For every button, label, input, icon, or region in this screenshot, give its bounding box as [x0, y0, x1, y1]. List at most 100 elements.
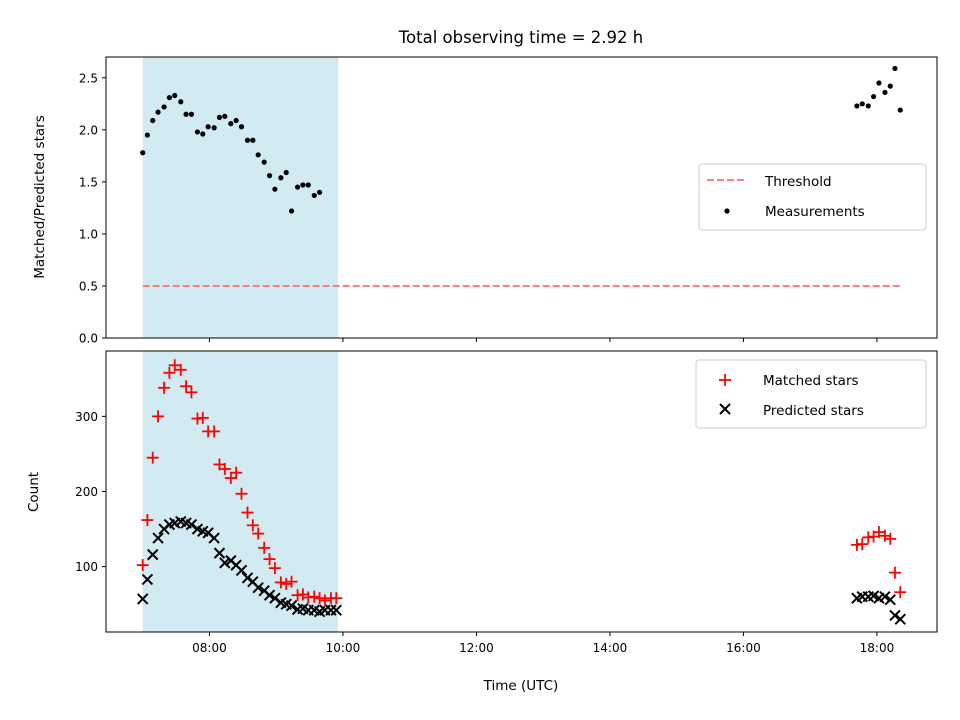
matched-star-point: [180, 380, 193, 393]
matched-star-point: [318, 594, 331, 607]
ratio-y-tick-label: 0.5: [79, 279, 98, 293]
matched-star-point: [285, 575, 298, 588]
measurement-point: [228, 121, 234, 127]
measurement-point: [222, 113, 228, 119]
predicted-star-point: [879, 590, 891, 603]
measurement-point: [211, 125, 217, 131]
measurement-point: [194, 129, 201, 135]
x-tick-label: 18:00: [860, 641, 895, 655]
matched-star-point: [296, 588, 309, 601]
predicted-star-point: [330, 604, 342, 616]
measurement-point: [865, 103, 871, 109]
count-panel-shading: [142, 351, 339, 632]
matched-star-point: [141, 514, 154, 527]
x-tick-label: 14:00: [593, 641, 628, 655]
chart-title: Total observing time = 2.92 h: [398, 28, 643, 47]
measurement-point: [294, 184, 301, 190]
count-panel: 08:00 10:00 12:00 14:00 16:00 18:00100200300 …: [26, 350, 938, 694]
predicted-star-point: [269, 592, 281, 604]
matched-star-point: [196, 411, 209, 424]
measurement-point: [200, 131, 206, 137]
matched-star-point: [146, 451, 159, 464]
count-y-tick-label: 200: [75, 485, 98, 499]
matched-star-point: [258, 541, 271, 554]
matched-star-point: [168, 359, 181, 372]
measurement-point: [150, 117, 156, 124]
predicted-star-point: [152, 532, 164, 544]
measurement-point: [288, 208, 295, 214]
matched-star-point: [174, 363, 187, 376]
ratio-panel: 0.0 0.5 1.0 1.5 2.0 2.5 Matched/Predicted sta…: [32, 56, 938, 346]
matched-star-point: [163, 366, 176, 379]
measurement-point: [166, 94, 173, 101]
count-y-axis-label: Count: [26, 472, 42, 512]
measurement-point: [161, 104, 167, 110]
matched-legend-swatch: [719, 374, 731, 386]
predicted-star-point: [235, 564, 248, 577]
matched-star-point: [218, 462, 231, 475]
matched-star-point: [136, 559, 149, 572]
predicted-legend-swatch: [719, 403, 731, 415]
matched-star-point: [246, 519, 259, 532]
measurement-point: [172, 92, 178, 99]
measurement-point: [892, 65, 898, 72]
matched-star-point: [152, 410, 165, 423]
measurement-point: [305, 182, 311, 188]
measurement-point: [300, 182, 306, 188]
matched-star-point: [878, 529, 891, 542]
measurement-point: [882, 89, 888, 95]
measurement-point: [311, 192, 317, 199]
x-tick-label: 08:00: [192, 641, 227, 655]
measurement-point: [859, 101, 865, 107]
measurement-point: [316, 189, 323, 195]
predicted-star-point: [285, 599, 298, 612]
predicted-star-point: [137, 593, 149, 605]
measurement-point: [244, 137, 251, 143]
matched-star-point: [185, 386, 198, 399]
matched-star-point: [856, 538, 869, 551]
ratio-y-tick-label: 2.5: [79, 71, 98, 85]
matched-star-point: [208, 425, 221, 438]
ratio-panel-frame: [105, 56, 938, 339]
ratio-panel-shading: [142, 57, 339, 338]
ratio-y-tick-label: 0.0: [79, 332, 98, 346]
measurement-point: [255, 152, 261, 158]
measurement-point: [250, 137, 256, 143]
ratio-legend: Threshold Measurements: [698, 163, 927, 231]
measurement-point: [266, 173, 273, 179]
measurement-point: [283, 169, 289, 176]
predicted-star-point: [263, 589, 276, 601]
matched-star-point: [313, 592, 326, 605]
measurement-point: [278, 175, 284, 181]
measurement-point: [854, 103, 860, 109]
count-legend: Matched stars Predicted stars: [695, 359, 927, 429]
measurement-point: [205, 124, 211, 130]
count-y-tick-label: 300: [75, 410, 98, 424]
matched-star-point: [894, 586, 907, 599]
matched-star-point: [884, 532, 897, 545]
predicted-star-point: [241, 572, 254, 584]
predicted-legend-label: Predicted stars: [763, 403, 864, 419]
x-tick-label: 10:00: [326, 641, 361, 655]
matched-star-point: [230, 466, 243, 479]
measurement-point: [233, 117, 239, 124]
measurement-point: [238, 124, 245, 130]
measurement-point: [216, 114, 223, 120]
measurements-legend-swatch: [724, 208, 730, 214]
threshold-legend-label: Threshold: [764, 174, 832, 190]
matched-star-point: [224, 471, 237, 484]
measurement-point: [887, 83, 893, 89]
matched-star-point: [158, 381, 171, 394]
x-tick-label: 12:00: [459, 641, 494, 655]
matched-star-point: [235, 487, 248, 500]
matched-star-point: [241, 506, 254, 519]
predicted-star-point: [213, 547, 226, 559]
count-panel-frame: [105, 350, 938, 633]
measurement-point: [144, 132, 150, 138]
ratio-y-tick-label: 1.5: [79, 175, 98, 189]
measurement-point: [140, 150, 146, 156]
measurement-point: [870, 93, 877, 100]
predicted-star-point: [185, 518, 198, 531]
ratio-y-tick-label: 1.0: [79, 227, 98, 241]
measurement-point: [155, 109, 161, 115]
